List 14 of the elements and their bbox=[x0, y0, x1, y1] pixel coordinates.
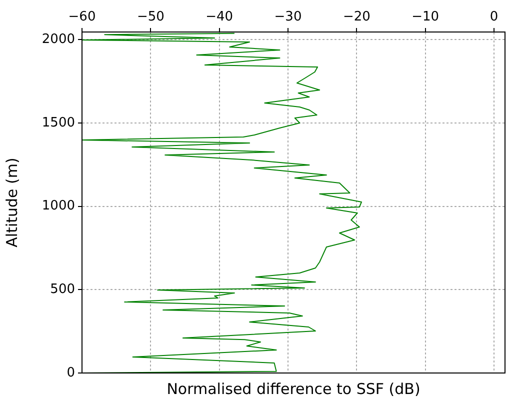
y-tick-label: 1000 bbox=[42, 198, 75, 214]
x-tick-label: −60 bbox=[68, 10, 96, 25]
x-tick-label: −10 bbox=[412, 10, 440, 25]
y-tick-label: 2000 bbox=[42, 32, 75, 48]
x-tick-label: 0 bbox=[490, 10, 498, 25]
x-tick-label: −50 bbox=[136, 10, 164, 25]
x-tick-label: −40 bbox=[206, 10, 234, 25]
y-tick-label: 1500 bbox=[42, 115, 75, 130]
y-tick-label: 0 bbox=[66, 365, 75, 380]
x-tick-label: −20 bbox=[342, 10, 370, 25]
x-tick-label: −30 bbox=[274, 10, 302, 25]
x-axis-title: Normalised difference to SSF (dB) bbox=[166, 380, 420, 398]
y-tick-label: 500 bbox=[50, 282, 75, 298]
y-axis-title: Altitude (m) bbox=[2, 158, 21, 248]
